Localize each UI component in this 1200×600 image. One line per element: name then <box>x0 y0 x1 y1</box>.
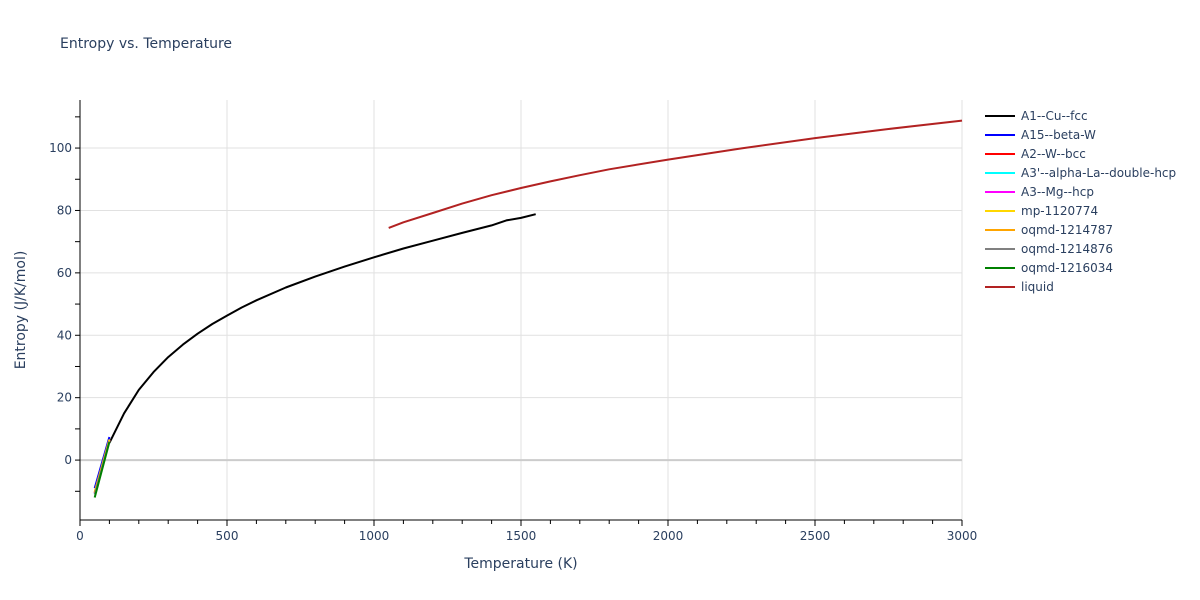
svg-text:20: 20 <box>57 391 72 405</box>
axes: 0 500 1000 1500 2000 2500 3000 0 20 40 60 80 100 <box>49 100 977 543</box>
legend-item[interactable]: A2--W--bcc <box>985 144 1176 163</box>
legend-swatch-icon <box>985 152 1015 155</box>
legend-item[interactable]: oqmd-1214787 <box>985 220 1176 239</box>
legend-label: A15--beta-W <box>1021 127 1096 142</box>
legend: A1--Cu--fcc A15--beta-W A2--W--bcc A3'--alp… <box>985 106 1176 296</box>
legend-swatch-icon <box>985 171 1015 174</box>
legend-swatch-icon <box>985 114 1015 117</box>
legend-item[interactable]: liquid <box>985 277 1176 296</box>
chart-title: Entropy vs. Temperature <box>60 36 233 52</box>
legend-item[interactable]: mp-1120774 <box>985 201 1176 220</box>
legend-item[interactable]: A3'--alpha-La--double-hcp <box>985 163 1176 182</box>
legend-swatch-icon <box>985 266 1015 269</box>
svg-text:1000: 1000 <box>359 529 390 543</box>
svg-text:0: 0 <box>64 453 72 467</box>
series-line-8 <box>93 441 111 498</box>
svg-text:0: 0 <box>76 529 84 543</box>
legend-swatch-icon <box>985 209 1015 212</box>
legend-swatch-icon <box>985 190 1015 193</box>
legend-item[interactable]: A1--Cu--fcc <box>985 106 1176 125</box>
legend-label: oqmd-1214876 <box>1021 241 1114 256</box>
legend-swatch-icon <box>985 133 1015 136</box>
legend-swatch-icon <box>985 247 1015 250</box>
svg-text:2000: 2000 <box>653 529 684 543</box>
legend-item[interactable]: A15--beta-W <box>985 125 1176 144</box>
legend-item[interactable]: oqmd-1214876 <box>985 239 1176 258</box>
svg-text:500: 500 <box>216 529 239 543</box>
svg-text:80: 80 <box>57 203 72 217</box>
legend-label: A2--W--bcc <box>1021 146 1086 161</box>
svg-text:40: 40 <box>57 328 72 342</box>
legend-label: liquid <box>1021 279 1054 294</box>
legend-label: A3--Mg--hcp <box>1021 184 1094 199</box>
x-axis-title: Temperature (K) <box>463 556 577 572</box>
series-line-0 <box>108 213 536 444</box>
legend-swatch-icon <box>985 228 1015 231</box>
gridlines <box>80 100 963 520</box>
legend-label: A1--Cu--fcc <box>1021 108 1088 123</box>
svg-text:1500: 1500 <box>506 529 537 543</box>
svg-text:60: 60 <box>57 266 72 280</box>
legend-label: mp-1120774 <box>1021 203 1099 218</box>
legend-item[interactable]: A3--Mg--hcp <box>985 182 1176 201</box>
legend-swatch-icon <box>985 285 1015 288</box>
data-series <box>93 119 963 498</box>
legend-label: oqmd-1216034 <box>1021 260 1114 275</box>
svg-text:2500: 2500 <box>800 529 831 543</box>
legend-item[interactable]: oqmd-1216034 <box>985 258 1176 277</box>
svg-text:100: 100 <box>49 141 72 155</box>
legend-label: oqmd-1214787 <box>1021 222 1114 237</box>
legend-label: A3'--alpha-La--double-hcp <box>1021 165 1177 180</box>
series-line-9 <box>388 119 963 229</box>
y-axis-title: Entropy (J/K/mol) <box>13 251 29 370</box>
svg-text:3000: 3000 <box>947 529 978 543</box>
